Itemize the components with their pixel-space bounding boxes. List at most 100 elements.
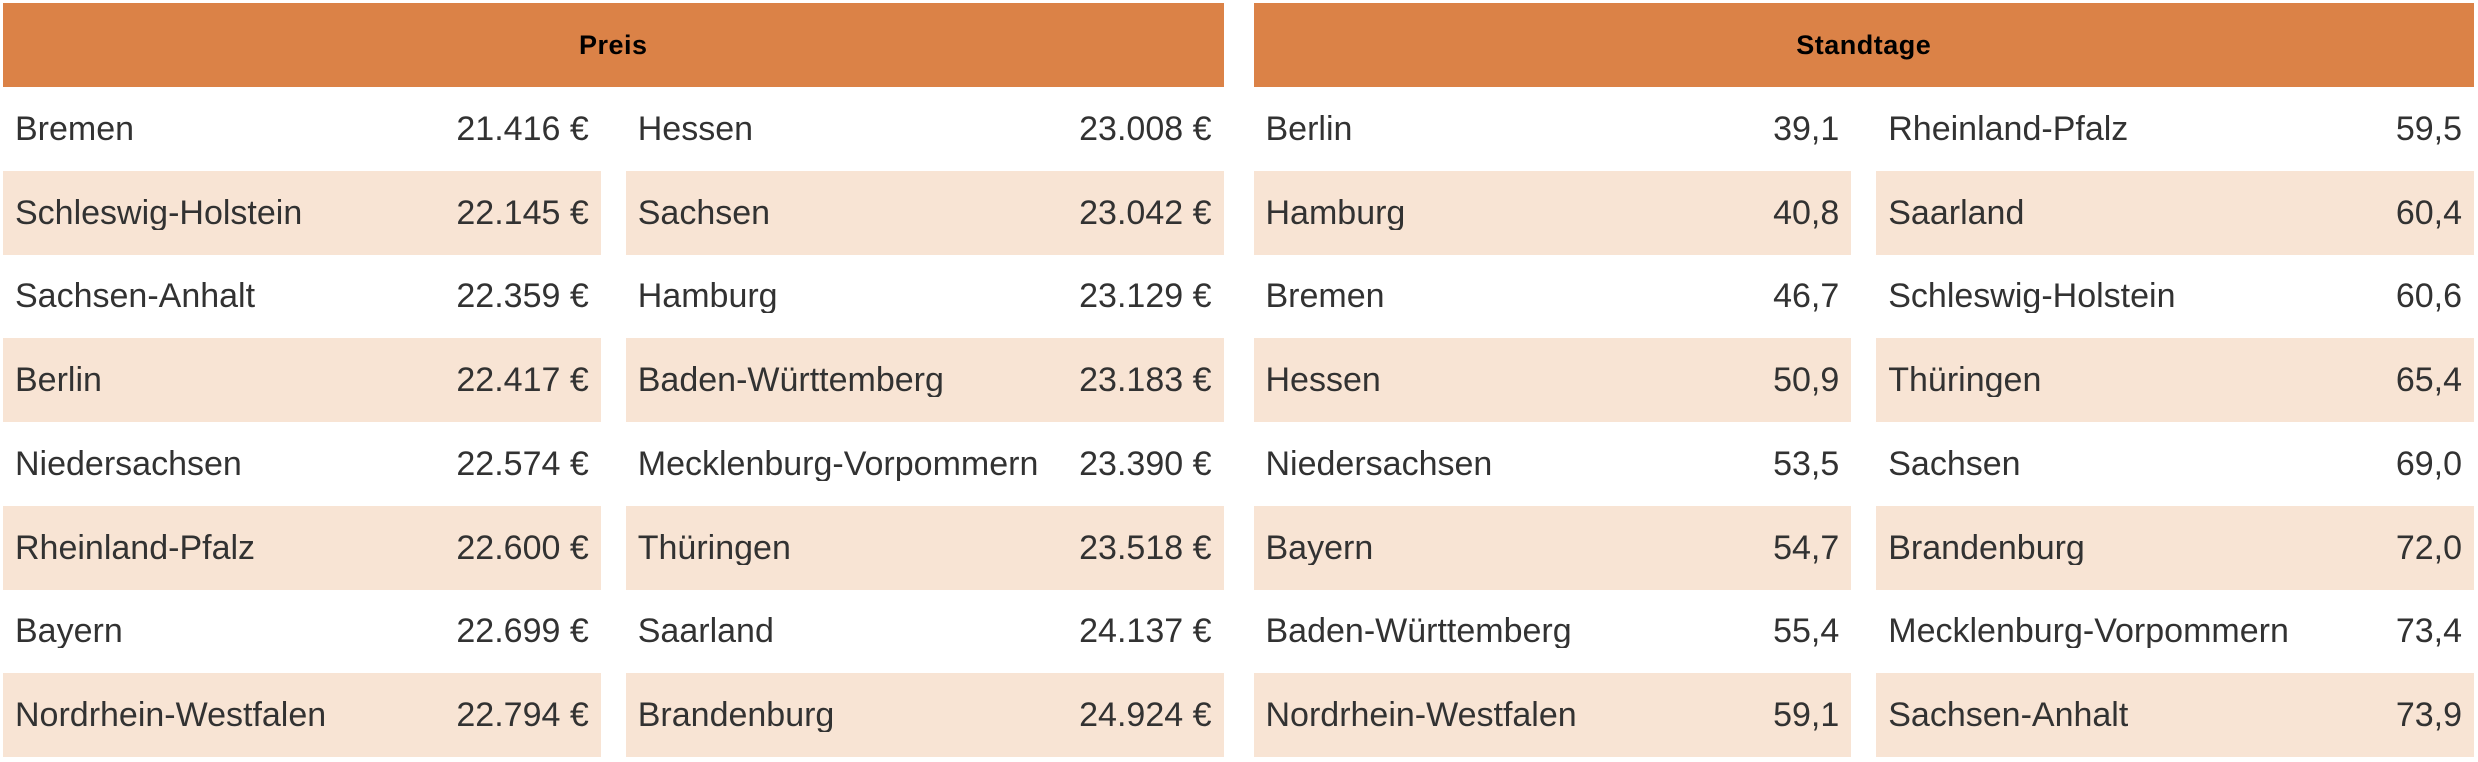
state-label: Berlin [15,363,102,398]
table-row: Thüringen 65,4 [1876,338,2474,422]
price-value: 24.924 € [1079,696,1212,735]
standtage-table: Standtage Berlin 39,1 Hamburg 40,8 Breme… [1253,3,2474,757]
standtage-value: 50,9 [1773,361,1840,400]
standtage-column-2: Rheinland-Pfalz 59,5 Saarland 60,4 Schle… [1876,87,2474,757]
state-label: Sachsen-Anhalt [1888,698,2129,733]
table-row: Bayern 54,7 [1253,505,1852,590]
state-label: Nordrhein-Westfalen [15,698,327,733]
table-row: Nordrhein-Westfalen 59,1 [1253,673,1852,757]
standtage-value: 55,4 [1773,612,1840,651]
standtage-value: 65,4 [2395,361,2462,400]
state-label: Hessen [1265,363,1381,398]
table-row: Mecklenburg-Vorpommern 73,4 [1876,589,2474,674]
state-label: Schleswig-Holstein [15,195,303,230]
state-label: Brandenburg [1888,530,2085,565]
price-value: 23.129 € [1079,277,1212,316]
standtage-value: 60,6 [2395,277,2462,316]
standtage-value: 39,1 [1773,109,1840,148]
state-label: Nordrhein-Westfalen [1265,698,1577,733]
standtage-value: 40,8 [1773,193,1840,232]
table-row: Sachsen-Anhalt 73,9 [1876,673,2474,757]
state-label: Hessen [637,111,754,146]
state-label: Rheinland-Pfalz [15,530,256,565]
table-row: Bremen 46,7 [1253,254,1852,339]
price-value: 22.145 € [456,193,589,232]
state-label: Saarland [637,614,774,649]
table-row: Niedersachsen 53,5 [1253,422,1852,506]
table-row: Schleswig-Holstein 60,6 [1876,254,2474,339]
state-label: Sachsen [637,195,771,230]
table-row: Brandenburg 72,0 [1876,505,2474,590]
state-label: Sachsen-Anhalt [15,279,256,314]
price-value: 21.416 € [456,109,589,148]
standtage-value: 73,9 [2395,696,2462,735]
price-value: 22.794 € [456,696,589,735]
preis-table-title: Preis [578,29,648,60]
price-value: 23.183 € [1079,361,1212,400]
table-row: Sachsen 69,0 [1876,422,2474,506]
state-label: Bayern [15,614,123,649]
price-value: 23.518 € [1079,528,1212,567]
price-value: 24.137 € [1079,612,1212,651]
table-row: Baden-Württemberg 55,4 [1253,589,1852,674]
state-label: Brandenburg [637,698,835,733]
preis-table-header: Preis [3,3,1224,87]
standtage-value: 54,7 [1773,528,1840,567]
price-value: 23.008 € [1079,109,1212,148]
table-row: Rheinland-Pfalz 59,5 [1876,87,2474,171]
table-row: Berlin 39,1 [1253,87,1852,171]
standtage-value: 69,0 [2395,444,2462,483]
price-value: 23.042 € [1079,193,1212,232]
standtage-columns: Berlin 39,1 Hamburg 40,8 Bremen 46,7 Hes… [1253,87,2474,757]
price-value: 22.574 € [456,444,589,483]
table-row: Rheinland-Pfalz 22.600 € [3,505,601,590]
state-label: Berlin [1265,111,1353,146]
state-label: Bremen [1265,279,1385,314]
standtage-value: 53,5 [1773,444,1840,483]
standtage-value: 72,0 [2395,528,2462,567]
price-value: 22.359 € [456,277,589,316]
table-row: Bremen 21.416 € [3,87,601,171]
table-row: Thüringen 23.518 € [625,505,1224,590]
standtage-table-title: Standtage [1796,29,1932,60]
state-label: Niedersachsen [1265,446,1493,481]
state-label: Baden-Württemberg [637,363,944,398]
price-value: 22.417 € [456,361,589,400]
state-label: Thüringen [637,530,791,565]
state-label: Sachsen [1888,446,2021,481]
price-value: 22.699 € [456,612,589,651]
state-label: Rheinland-Pfalz [1888,111,2129,146]
standtage-value: 59,5 [2395,109,2462,148]
table-row: Baden-Württemberg 23.183 € [625,338,1224,422]
state-label: Schleswig-Holstein [1888,279,2176,314]
preis-column-1: Bremen 21.416 € Schleswig-Holstein 22.14… [3,87,601,757]
standtage-value: 59,1 [1773,696,1840,735]
table-row: Hessen 50,9 [1253,338,1852,422]
table-row: Bayern 22.699 € [3,589,601,674]
table-row: Sachsen 23.042 € [625,170,1224,255]
table-row: Sachsen-Anhalt 22.359 € [3,254,601,339]
state-label: Saarland [1888,195,2025,230]
state-label: Niedersachsen [15,446,242,481]
state-label: Baden-Württemberg [1265,614,1572,649]
table-row: Hessen 23.008 € [625,87,1224,171]
standtage-value: 60,4 [2395,193,2462,232]
table-row: Brandenburg 24.924 € [625,673,1224,757]
preis-table: Preis Bremen 21.416 € Schleswig-Holstein… [3,3,1224,757]
table-row: Berlin 22.417 € [3,338,601,422]
table-row: Hamburg 23.129 € [625,254,1224,339]
state-label: Thüringen [1888,363,2042,398]
table-row: Schleswig-Holstein 22.145 € [3,170,601,255]
table-row: Saarland 24.137 € [625,589,1224,674]
state-label: Bremen [15,111,135,146]
table-row: Nordrhein-Westfalen 22.794 € [3,673,601,757]
price-value: 23.390 € [1079,444,1212,483]
table-row: Niedersachsen 22.574 € [3,422,601,506]
standtage-table-header: Standtage [1253,3,2474,87]
state-label: Hamburg [637,279,778,314]
state-label: Mecklenburg-Vorpommern [1888,614,2289,649]
state-label: Hamburg [1265,195,1406,230]
standtage-value: 46,7 [1773,277,1840,316]
preis-column-2: Hessen 23.008 € Sachsen 23.042 € Hamburg… [625,87,1224,757]
